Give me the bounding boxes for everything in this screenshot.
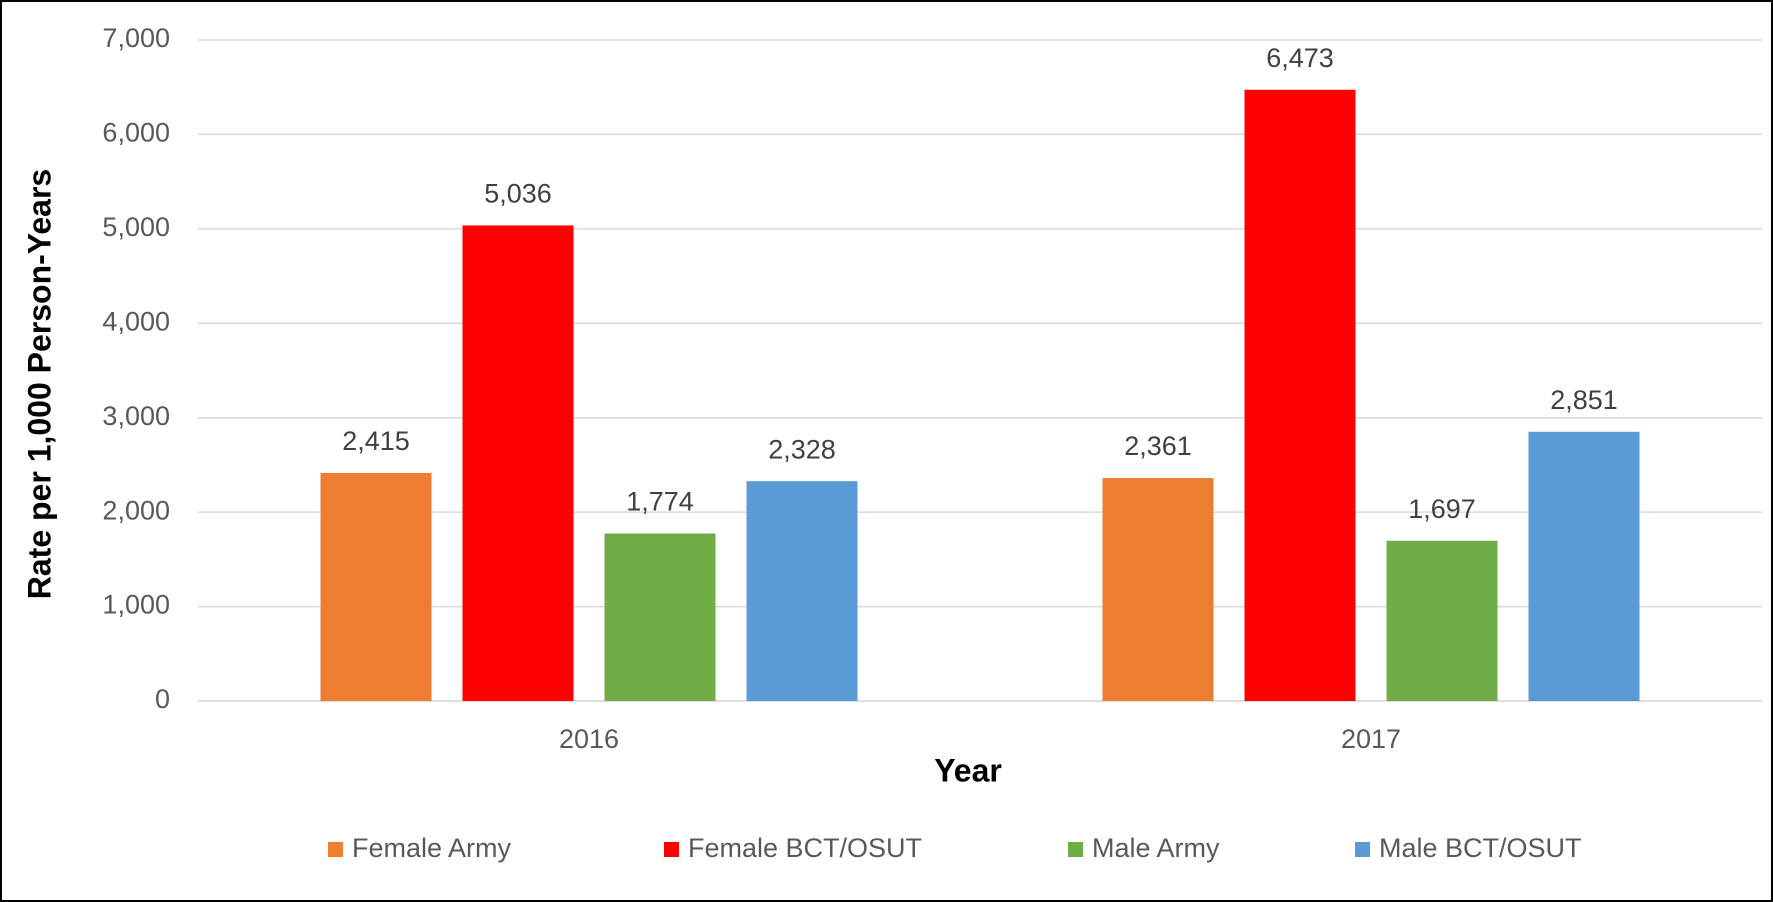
bar (604, 533, 716, 701)
bar (462, 225, 574, 702)
y-tick-label: 7,000 (102, 23, 170, 53)
bar (320, 472, 432, 701)
bar (1528, 431, 1640, 701)
data-label: 2,851 (1550, 385, 1618, 415)
x-axis-title: Year (934, 752, 1002, 788)
data-label: 6,473 (1266, 43, 1334, 73)
legend-label: Male Army (1092, 833, 1220, 863)
data-label: 2,328 (768, 434, 836, 464)
data-label: 2,415 (342, 426, 410, 456)
y-tick-label: 6,000 (102, 118, 170, 148)
data-label: 2,361 (1124, 431, 1192, 461)
legend-label: Male BCT/OSUT (1379, 833, 1582, 863)
x-tick-label: 2017 (1341, 724, 1401, 754)
legend-label: Female Army (352, 833, 512, 863)
bar (1102, 478, 1214, 701)
legend-swatch (328, 842, 343, 857)
data-label: 1,774 (626, 487, 694, 517)
data-label: 1,697 (1408, 494, 1476, 524)
y-tick-label: 3,000 (102, 401, 170, 431)
y-tick-label: 1,000 (102, 590, 170, 620)
legend-swatch (1355, 842, 1370, 857)
legend-swatch (1068, 842, 1083, 857)
data-label: 5,036 (484, 179, 552, 209)
legend-swatch (664, 842, 679, 857)
y-axis-title: Rate per 1,000 Person-Years (21, 169, 57, 599)
y-tick-label: 2,000 (102, 495, 170, 525)
x-tick-label: 2016 (559, 724, 619, 754)
legend-label: Female BCT/OSUT (688, 833, 922, 863)
y-tick-label: 0 (155, 684, 170, 714)
bar (1386, 540, 1498, 701)
y-tick-label: 4,000 (102, 306, 170, 336)
y-tick-label: 5,000 (102, 212, 170, 242)
bar (1244, 89, 1356, 701)
bar (746, 481, 858, 701)
